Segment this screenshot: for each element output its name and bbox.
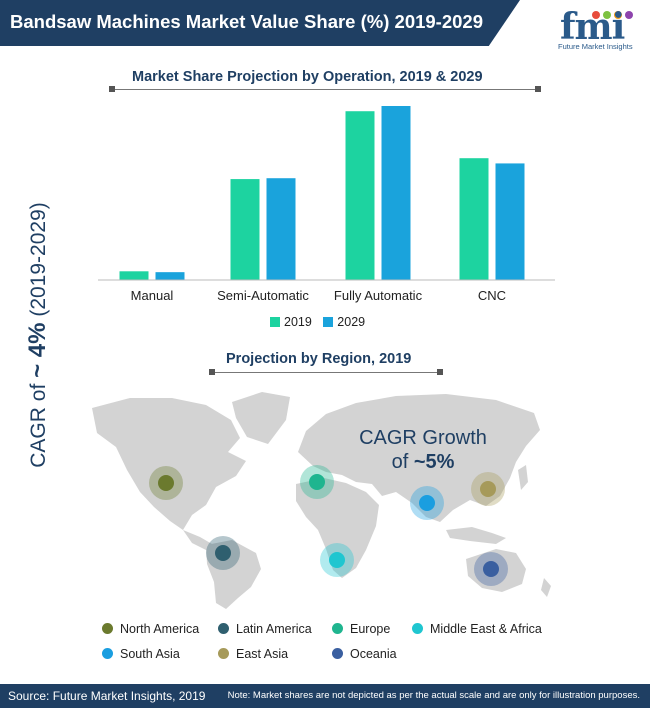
legend-label: East Asia — [236, 647, 289, 661]
marker-south-asia — [410, 486, 444, 520]
legend-europe: Europe — [332, 622, 390, 636]
x-tick-label: Semi-Automatic — [217, 288, 309, 303]
africa-shape — [296, 478, 379, 578]
chart-title-rule — [112, 89, 538, 90]
legend-swatch-2019 — [270, 317, 280, 327]
legend-dot — [332, 623, 343, 634]
marker-europe — [300, 465, 334, 499]
legend-east-asia: East Asia — [218, 647, 288, 661]
legend-dot — [102, 648, 113, 659]
cagr-growth-line2: of ~5% — [348, 450, 498, 474]
logo-dots — [592, 6, 640, 19]
cagr-growth-prefix: of — [391, 451, 414, 473]
chart-section-title: Market Share Projection by Operation, 20… — [124, 69, 491, 85]
marker-dot — [419, 495, 435, 511]
new-zealand-shape — [541, 578, 551, 597]
world-map — [92, 392, 551, 609]
footer-source: Source: Future Market Insights, 2019 — [8, 689, 206, 703]
legend-oceania: Oceania — [332, 647, 397, 661]
bar-cnc-2019 — [459, 158, 489, 280]
legend-dot — [412, 623, 423, 634]
north-america-shape — [92, 398, 246, 530]
legend-middle-east-africa: Middle East & Africa — [412, 622, 542, 636]
chart-legend: 2019 2029 — [270, 315, 365, 329]
cagr-growth-value: ~5% — [413, 451, 455, 473]
marker-oceania — [474, 552, 508, 586]
legend-item-2029: 2029 — [323, 315, 365, 329]
logo-dot-purple — [625, 11, 633, 19]
title-banner: Bandsaw Machines Market Value Share (%) … — [0, 0, 520, 46]
bar-fully-automatic-2029 — [381, 106, 411, 280]
chart-title-rule-left-end — [109, 86, 115, 92]
marker-dot — [483, 561, 499, 577]
legend-swatch-2029 — [323, 317, 334, 327]
cagr-growth-callout: CAGR Growth of ~5% — [348, 426, 498, 474]
marker-middle-east-africa — [320, 543, 354, 577]
legend-south-asia: South Asia — [102, 647, 180, 661]
legend-latin-america: Latin America — [218, 622, 312, 636]
x-tick-label: Manual — [131, 288, 174, 303]
footer: Source: Future Market Insights, 2019 Not… — [0, 684, 650, 708]
legend-label-2029: 2029 — [337, 315, 366, 329]
x-tick-label: Fully Automatic — [334, 288, 423, 303]
legend-label-2019: 2019 — [284, 315, 312, 329]
japan-shape — [518, 465, 528, 490]
legend-label: Oceania — [350, 647, 397, 661]
legend-north-america: North America — [102, 622, 199, 636]
region-title-rule-left-end — [209, 369, 215, 375]
marker-dot — [329, 552, 345, 568]
region-title-rule — [212, 372, 440, 373]
region-section-title: Projection by Region, 2019 — [218, 351, 420, 367]
bar-manual-2019 — [119, 271, 149, 280]
footer-note: Note: Market shares are not depicted as … — [227, 690, 640, 701]
page-title: Bandsaw Machines Market Value Share (%) … — [10, 11, 483, 32]
logo-letters: fmi — [560, 6, 625, 48]
fmi-logo: fmi Future Market Insights — [552, 4, 644, 52]
legend-dot — [332, 648, 343, 659]
legend-dot — [218, 648, 229, 659]
bar-chart: Manual Semi-Automatic Fully Automatic CNC — [98, 106, 555, 303]
central-america-shape — [183, 530, 212, 550]
marker-dot — [480, 481, 496, 497]
bar-cnc-2029 — [495, 163, 525, 280]
logo-tagline: Future Market Insights — [558, 42, 633, 51]
continents — [92, 392, 551, 609]
bar-semi-automatic-2029 — [266, 178, 296, 280]
marker-dot — [158, 475, 174, 491]
bar-semi-automatic-2019 — [230, 179, 260, 280]
marker-east-asia — [471, 472, 505, 506]
logo-dot-orange — [614, 11, 622, 19]
eurasia-shape — [298, 394, 540, 522]
legend-label: Latin America — [236, 622, 312, 636]
legend-label: North America — [120, 622, 200, 636]
x-tick-label: CNC — [478, 288, 506, 303]
marker-latin-america — [206, 536, 240, 570]
bar-fully-automatic-2019 — [345, 111, 375, 280]
bar-manual-2029 — [155, 272, 185, 280]
marker-north-america — [149, 466, 183, 500]
marker-dot — [309, 474, 325, 490]
legend-item-2019: 2019 — [270, 315, 312, 329]
cagr-growth-line1: CAGR Growth — [359, 427, 487, 449]
indonesia-shape — [446, 527, 506, 544]
legend-label: South Asia — [120, 647, 180, 661]
logo-dot-green — [603, 11, 611, 19]
legend-dot — [102, 623, 113, 634]
greenland-shape — [232, 392, 290, 444]
legend-label: Middle East & Africa — [430, 622, 542, 636]
region-title-rule-right-end — [437, 369, 443, 375]
chart-title-rule-right-end — [535, 86, 541, 92]
marker-dot — [215, 545, 231, 561]
legend-label: Europe — [350, 622, 391, 636]
logo-dot-red — [592, 11, 600, 19]
legend-dot — [218, 623, 229, 634]
